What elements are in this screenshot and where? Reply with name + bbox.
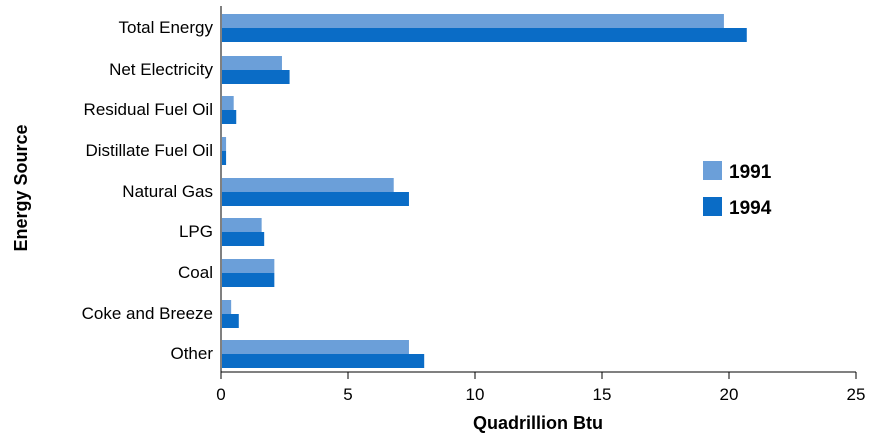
x-tick-label: 10 <box>466 385 485 404</box>
category-label: Coal <box>178 263 213 282</box>
legend-label-1991: 1991 <box>729 162 772 183</box>
bar-1994-residual-fuel-oil <box>222 110 237 124</box>
bar-1991-natural-gas <box>222 178 394 192</box>
x-axis-title: Quadrillion Btu <box>473 413 603 433</box>
bar-1991-lpg <box>222 218 262 232</box>
legend-label-1994: 1994 <box>729 198 772 219</box>
bar-1994-natural-gas <box>222 192 409 206</box>
bar-1994-other <box>222 354 425 368</box>
legend: 1991 1994 <box>703 161 772 219</box>
category-label: Other <box>170 344 213 363</box>
bar-1991-net-electricity <box>222 56 282 70</box>
x-tick-label: 0 <box>216 385 225 404</box>
bar-1994-coke-and-breeze <box>222 314 239 328</box>
bar-1994-coal <box>222 273 275 287</box>
bar-1991-coal <box>222 259 275 273</box>
bar-1991-total-energy <box>222 14 724 28</box>
category-labels: Total Energy Net Electricity Residual Fuel… <box>82 18 214 363</box>
category-label: Distillate Fuel Oil <box>85 141 213 160</box>
bar-1994-distillate-fuel-oil <box>222 151 227 165</box>
x-tick-label: 5 <box>343 385 352 404</box>
bar-1994-lpg <box>222 232 265 246</box>
legend-swatch-1991 <box>703 161 722 180</box>
category-label: Natural Gas <box>122 182 213 201</box>
bar-1994-total-energy <box>222 28 747 42</box>
bars-group <box>222 14 747 368</box>
x-tick-label: 15 <box>593 385 612 404</box>
category-label: LPG <box>179 222 213 241</box>
bar-1991-distillate-fuel-oil <box>222 137 227 151</box>
category-label: Residual Fuel Oil <box>84 100 213 119</box>
category-label: Coke and Breeze <box>82 304 213 323</box>
category-label: Net Electricity <box>109 60 213 79</box>
bar-1991-other <box>222 340 409 354</box>
x-axis-ticks: 0 5 10 15 20 25 <box>216 372 865 404</box>
bar-1994-net-electricity <box>222 70 290 84</box>
y-axis-title: Energy Source <box>11 124 31 251</box>
category-label: Total Energy <box>119 18 214 37</box>
bar-1991-residual-fuel-oil <box>222 96 234 110</box>
bar-1991-coke-and-breeze <box>222 300 232 314</box>
x-tick-label: 25 <box>847 385 866 404</box>
x-tick-label: 20 <box>720 385 739 404</box>
legend-swatch-1994 <box>703 197 722 216</box>
